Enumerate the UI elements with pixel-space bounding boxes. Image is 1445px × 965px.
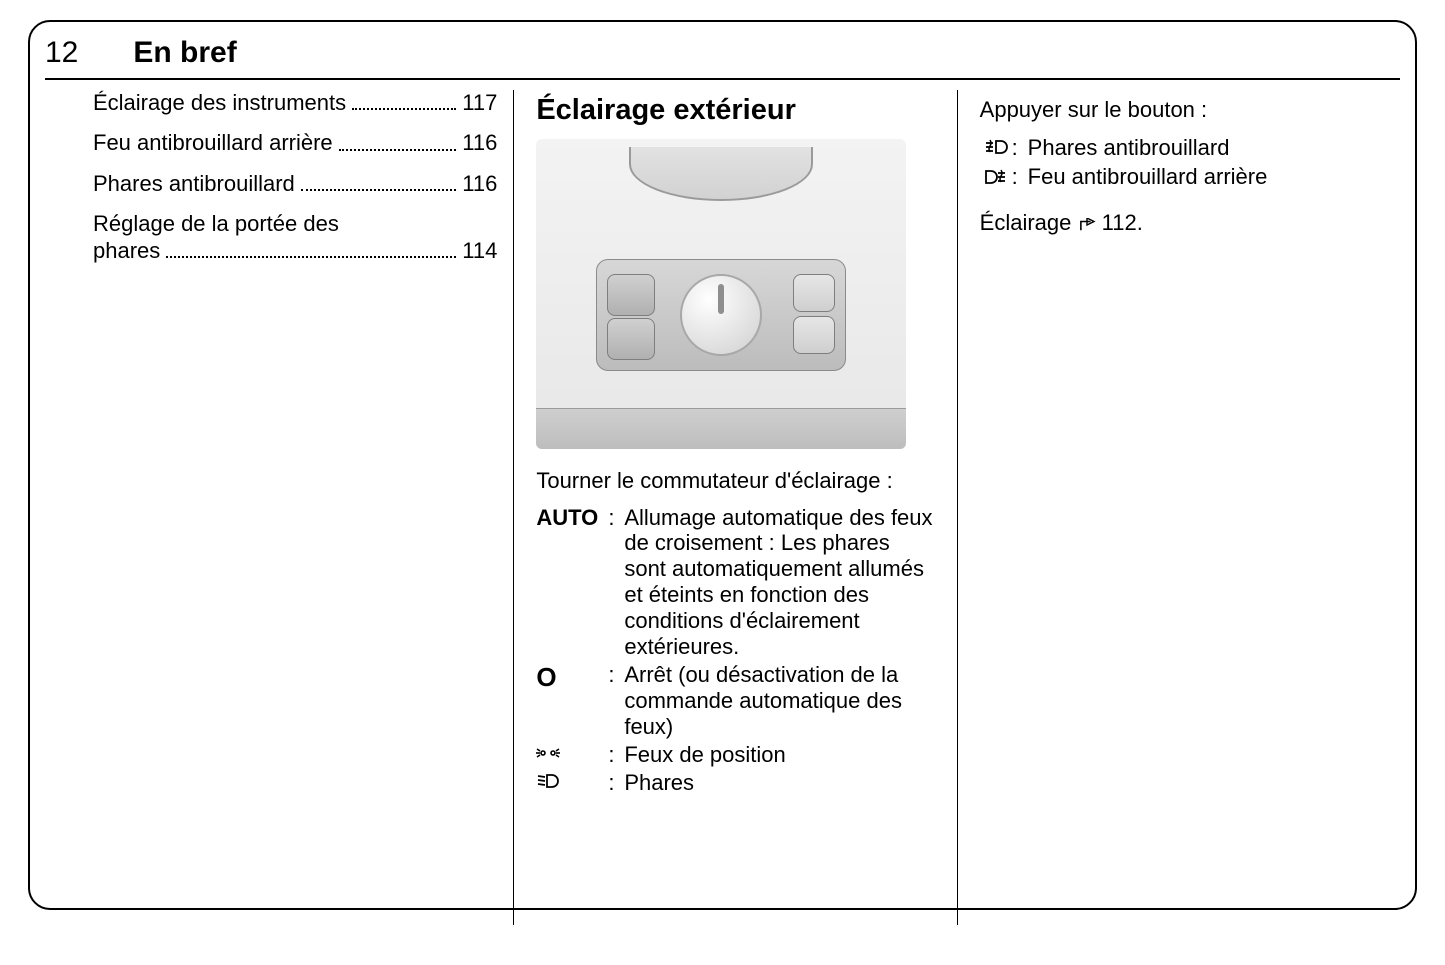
toc-leader (301, 189, 456, 191)
figure-rear-fog-button (607, 318, 655, 360)
toc-page: 116 (462, 130, 497, 156)
manual-page: 12 En bref Éclairage des instruments 117… (0, 0, 1445, 965)
column-1: Éclairage des instruments 117 Feu antibr… (45, 90, 513, 925)
def-row-parking: : Feux de position (536, 742, 940, 768)
figure-vent (629, 147, 813, 201)
toc-page: 117 (462, 90, 497, 116)
column-2: Éclairage extérieur Tourner le commutate… (513, 90, 956, 925)
toc-entry: Éclairage des instruments 117 (93, 90, 497, 116)
figure-front-fog-button (607, 274, 655, 316)
figure-lower-trim (536, 408, 906, 449)
def-row-headlights: : Phares (536, 770, 940, 796)
toc-leader (166, 256, 456, 258)
toc-entry: Phares antibrouillard 116 (93, 171, 497, 197)
def-colon: : (1012, 163, 1028, 191)
intro-text: Tourner le commutateur d'éclairage : (536, 467, 940, 495)
xref-label: Éclairage (980, 210, 1072, 235)
front-fog-icon (980, 138, 1012, 156)
toc-label: Éclairage des instruments (93, 90, 346, 116)
toc-leader (339, 149, 457, 151)
toc-label: Feu antibrouillard arrière (93, 130, 333, 156)
figure-rotary-dial (680, 274, 762, 356)
def-colon: : (608, 505, 624, 531)
def-value: Phares (624, 770, 940, 796)
def-row-auto: AUTO : Allumage automatique des feux de … (536, 505, 940, 661)
figure-dimmer-up (793, 274, 835, 312)
toc-page: 114 (462, 238, 497, 264)
item-front-fog: : Phares antibrouillard (980, 134, 1384, 162)
def-value: Allumage automatique des feux de croisem… (624, 505, 940, 661)
toc-label: phares (93, 238, 160, 264)
rear-fog-icon (980, 168, 1012, 186)
xref-arrow-icon (1078, 211, 1096, 239)
figure-control-panel (596, 259, 846, 371)
def-key: AUTO (536, 505, 608, 531)
section-title: Éclairage extérieur (536, 94, 940, 127)
def-colon: : (608, 662, 624, 688)
toc-entry: Feu antibrouillard arrière 116 (93, 130, 497, 156)
def-colon: : (608, 742, 624, 768)
item-label: Feu antibrouillard arrière (1028, 163, 1268, 191)
intro-text: Appuyer sur le bouton : (980, 96, 1384, 124)
def-colon: : (608, 770, 624, 796)
toc-label: Phares antibrouillard (93, 171, 295, 197)
xref-page: 112. (1102, 210, 1143, 235)
toc-entry: Réglage de la portée des phares 114 (93, 211, 497, 264)
header-title: En bref (133, 36, 236, 70)
figure-dimmer-down (793, 316, 835, 354)
def-value: Arrêt (ou désactivation de la commande a… (624, 662, 940, 740)
def-colon: : (1012, 134, 1028, 162)
parking-lights-icon (536, 742, 608, 768)
page-number: 12 (45, 36, 78, 70)
headlights-icon (536, 770, 608, 796)
def-row-off: O : Arrêt (ou désactivation de la comman… (536, 662, 940, 740)
toc-label: Réglage de la portée des (93, 211, 497, 237)
cross-reference: Éclairage 112. (980, 209, 1384, 237)
column-3: Appuyer sur le bouton : : Phares antibro… (957, 90, 1400, 925)
columns: Éclairage des instruments 117 Feu antibr… (45, 90, 1400, 925)
def-value: Feux de position (624, 742, 940, 768)
toc-page: 116 (462, 171, 497, 197)
toc-leader (352, 108, 456, 110)
def-key: O (536, 662, 608, 693)
item-label: Phares antibrouillard (1028, 134, 1230, 162)
page-header: 12 En bref (45, 32, 1400, 80)
item-rear-fog: : Feu antibrouillard arrière (980, 163, 1384, 191)
figure-light-switch (536, 139, 906, 449)
